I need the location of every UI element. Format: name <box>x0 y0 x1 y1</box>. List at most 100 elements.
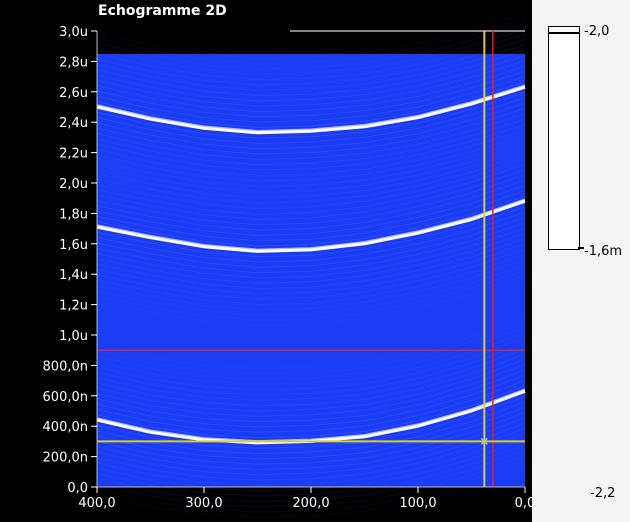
echo-striation <box>96 264 526 316</box>
echo-striation <box>96 211 526 263</box>
y-tick-label: 2,8u <box>59 55 88 70</box>
scale-top-mark <box>548 32 580 34</box>
echo-striation <box>96 222 526 274</box>
echo-striation <box>96 269 526 322</box>
echo-striation <box>96 449 526 502</box>
x-tick-label: 400,0 <box>78 496 115 511</box>
echo-striation <box>96 184 526 236</box>
echo-striation <box>96 136 526 189</box>
y-tick-label: 800,0n <box>43 359 88 374</box>
echo-striation <box>96 179 526 231</box>
echo-striation <box>96 353 526 407</box>
echo-striation <box>96 259 526 311</box>
echo-striation <box>96 126 526 178</box>
echo-striation <box>96 454 526 508</box>
y-tick-label: 0,0 <box>67 481 88 496</box>
echo-curve-2 <box>96 199 526 253</box>
echo-striation <box>96 238 526 290</box>
cursor-marker-icon[interactable] <box>480 437 488 445</box>
x-tick-label: 200,0 <box>292 496 329 511</box>
echo-striation <box>96 459 526 513</box>
echo-striation <box>96 206 526 258</box>
echo-striation <box>96 33 526 81</box>
echo-striation <box>96 227 526 279</box>
echo-striation <box>96 22 526 70</box>
echo-striation <box>96 150 526 198</box>
echo-striation <box>96 190 526 242</box>
y-tick-label: 1,4u <box>59 268 88 283</box>
x-tick-label: 0,0 <box>515 496 532 511</box>
y-tick-label: 1,0u <box>59 329 88 344</box>
echo-striation <box>96 76 526 123</box>
y-tick-label: 600,0n <box>43 390 88 405</box>
echo-striation <box>96 364 526 417</box>
echo-striation <box>96 102 526 150</box>
echo-striation <box>96 248 526 300</box>
echo-striation <box>96 17 526 65</box>
echo-striation <box>96 380 526 433</box>
echo-striation <box>96 44 526 91</box>
echo-striation <box>96 131 526 183</box>
plot-panel: Echogramme 2D 0,0 200,0n 400,0n 600,0n 800,0… <box>0 0 532 522</box>
plot-title: Echogramme 2D <box>98 3 227 19</box>
echo-striation <box>96 332 526 385</box>
echo-striation <box>96 401 526 455</box>
echo-striation <box>96 358 526 412</box>
y-tick-label: 400,0n <box>43 420 88 435</box>
y-tick-label: 2,4u <box>59 116 88 131</box>
echo-striation <box>96 145 526 192</box>
echo-striation <box>96 147 526 199</box>
echo-striation <box>96 275 526 327</box>
echo-striation <box>96 433 526 487</box>
echo-striation <box>96 348 526 401</box>
echo-striation <box>96 422 526 476</box>
echo-striation <box>96 134 526 182</box>
echo-striation <box>96 108 526 155</box>
echo-striation <box>96 129 526 176</box>
y-tick-label: 200,0n <box>43 451 88 466</box>
color-scale-bar <box>548 26 580 250</box>
echo-curve-halo-1 <box>96 84 526 133</box>
echo-curve-halo-3 <box>96 388 526 443</box>
echo-striation <box>96 465 526 518</box>
echo-curve-1 <box>96 85 526 135</box>
echo-striation <box>96 168 526 221</box>
echo-striation <box>96 428 526 481</box>
echo-striation <box>96 97 526 145</box>
x-tick-label: 100,0 <box>399 496 436 511</box>
echo-striation <box>96 174 526 226</box>
echo-striation <box>96 337 526 391</box>
echo-striation <box>96 65 526 113</box>
echo-striation <box>96 369 526 423</box>
echo-striation <box>96 326 526 380</box>
echo-striation <box>96 142 526 194</box>
echo-striation <box>96 163 526 215</box>
echo-striation <box>96 113 526 160</box>
x-tick-label: 300,0 <box>185 496 222 511</box>
echo-field-empty <box>97 31 525 54</box>
scale-middle-label: -1,6m <box>584 244 623 259</box>
echo-striation <box>96 321 526 375</box>
scale-bottom-mark <box>578 247 584 249</box>
y-tick-label: 2,6u <box>59 86 88 101</box>
echo-striation <box>96 243 526 295</box>
echo-striation <box>96 161 526 208</box>
echo-striation <box>96 232 526 284</box>
echo-striation <box>96 155 526 203</box>
echo-striation <box>96 342 526 396</box>
echo-striation <box>96 253 526 306</box>
echo-striation <box>96 81 526 129</box>
echo-striation <box>96 316 526 369</box>
scale-bottom-label: -2,2 <box>590 486 616 501</box>
echo-striation <box>96 443 526 497</box>
y-tick-label: 1,8u <box>59 207 88 222</box>
echo-striation <box>96 139 526 187</box>
y-tick-label: 2,2u <box>59 147 88 162</box>
echo-striation <box>96 412 526 465</box>
echo-striation <box>96 216 526 268</box>
echogram-chart[interactable]: 0,0 200,0n 400,0n 600,0n 800,0n 1,0u 1,2u 1,4u 1… <box>0 0 532 522</box>
echo-curve-halo-2 <box>96 198 526 251</box>
echo-striation <box>96 158 526 210</box>
echo-striation <box>96 70 526 118</box>
